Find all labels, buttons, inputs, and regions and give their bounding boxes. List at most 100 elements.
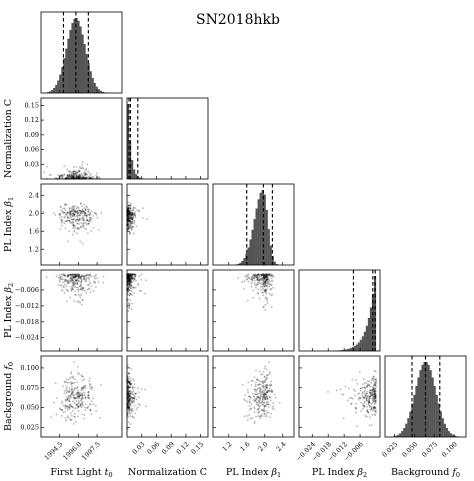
sample-point	[135, 408, 138, 411]
sample-point	[128, 399, 131, 402]
sample-point	[267, 400, 269, 403]
sample-point	[262, 306, 265, 309]
sample-point	[64, 203, 66, 206]
sample-point	[80, 388, 83, 391]
sample-point	[266, 389, 269, 392]
sample-point	[79, 226, 81, 229]
sample-point	[134, 412, 137, 415]
sample-point	[75, 279, 78, 282]
sample-point	[76, 282, 79, 285]
sample-point	[78, 217, 81, 220]
sample-point	[251, 392, 254, 395]
sample-point	[257, 395, 260, 398]
sample-point	[372, 407, 375, 410]
sample-point	[67, 219, 70, 222]
sample-point	[130, 220, 133, 223]
sample-point	[133, 276, 136, 279]
sample-point	[258, 387, 261, 389]
sample-point	[127, 390, 130, 393]
sample-point	[86, 214, 88, 216]
sample-point	[265, 285, 268, 288]
sample-point	[368, 397, 371, 400]
sample-point	[132, 397, 134, 400]
sample-point	[70, 279, 73, 282]
sample-point	[79, 276, 81, 279]
sample-point	[67, 378, 70, 381]
sample-point	[263, 276, 266, 279]
sample-point	[70, 174, 73, 177]
sample-point	[86, 273, 88, 276]
sample-point	[89, 387, 91, 390]
sample-point	[374, 395, 377, 398]
sample-point	[252, 277, 255, 280]
sample-point	[53, 401, 56, 404]
sample-point	[372, 391, 375, 394]
sample-point	[374, 410, 377, 413]
sample-point	[132, 216, 135, 219]
sample-point	[128, 301, 130, 304]
sample-point	[129, 274, 132, 277]
sample-point	[78, 273, 81, 275]
sample-point	[257, 278, 260, 281]
sample-point	[357, 398, 360, 401]
sample-point	[73, 280, 76, 283]
sample-point	[253, 397, 256, 400]
sample-point	[129, 412, 131, 415]
sample-point	[261, 286, 264, 288]
hist-bar	[445, 427, 448, 437]
sample-point	[374, 411, 377, 414]
sample-point	[264, 296, 267, 299]
sample-point	[73, 276, 76, 279]
sample-point	[80, 398, 83, 400]
sample-point	[69, 212, 72, 214]
sample-point	[128, 279, 131, 282]
sample-point	[271, 280, 274, 283]
sample-point	[70, 222, 73, 225]
sample-point	[89, 174, 92, 176]
sample-point	[374, 388, 377, 391]
panel-t0-vs-t0	[40, 11, 123, 94]
sample-point	[255, 397, 258, 400]
sample-point	[261, 279, 264, 282]
sample-point	[66, 216, 69, 219]
sample-point	[133, 222, 135, 225]
sample-point	[74, 205, 77, 208]
sample-point	[72, 175, 74, 178]
sample-point	[129, 397, 131, 400]
sample-point	[82, 175, 85, 178]
sample-point	[374, 392, 377, 395]
sample-point	[71, 218, 73, 221]
sample-point	[270, 283, 272, 286]
sample-point	[342, 393, 345, 396]
sample-point	[374, 406, 377, 409]
sample-point	[89, 211, 92, 214]
sample-point	[129, 274, 131, 277]
sample-point	[368, 395, 371, 398]
sample-point	[130, 290, 133, 292]
sample-point	[68, 209, 71, 212]
sample-point	[63, 173, 66, 176]
sample-point	[74, 397, 76, 400]
sample-point	[128, 395, 131, 398]
sample-point	[75, 176, 78, 179]
sample-point	[71, 212, 74, 215]
sample-point	[73, 394, 75, 397]
sample-point	[65, 285, 68, 288]
sample-point	[241, 383, 244, 386]
sample-point	[361, 394, 364, 397]
sample-point	[272, 286, 274, 289]
sample-point	[373, 393, 376, 395]
sample-point	[358, 392, 361, 395]
sample-point	[268, 396, 271, 399]
y-tick-label: 0.06	[25, 146, 39, 154]
sample-point	[80, 277, 82, 280]
sample-point	[132, 390, 135, 392]
sample-point	[132, 232, 135, 235]
sample-point	[126, 273, 129, 276]
sample-point	[128, 394, 131, 397]
sample-point	[59, 276, 62, 278]
sample-point	[129, 279, 131, 282]
sample-point	[77, 405, 80, 408]
sample-point	[130, 212, 132, 215]
sample-point	[273, 393, 276, 396]
